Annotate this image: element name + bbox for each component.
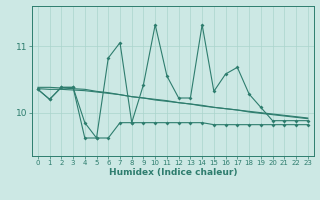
X-axis label: Humidex (Indice chaleur): Humidex (Indice chaleur) (108, 168, 237, 177)
